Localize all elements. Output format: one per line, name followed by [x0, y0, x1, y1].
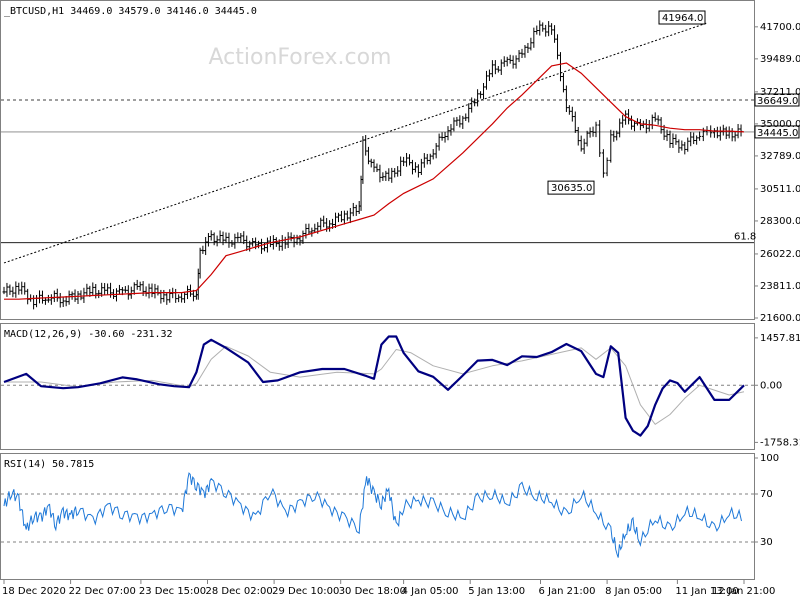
y-tick-label: -1758.31 [760, 437, 800, 448]
annotation-box [547, 180, 595, 195]
x-tick-label: 30 Dec 18:00 [339, 586, 406, 597]
y-tick-label: 30511.0 [760, 184, 800, 195]
macd-panel [0, 323, 755, 450]
moving-average-line [4, 62, 745, 300]
rsi-panel [0, 453, 755, 580]
y-tick-label: 26022.0 [760, 249, 800, 260]
x-tick-label: 8 Jan 05:00 [605, 586, 662, 597]
fib-label: 61.8 [734, 232, 756, 243]
y-tick-label: 32789.0 [760, 151, 800, 162]
x-tick-label: 11 Jan 13:00 [675, 586, 738, 597]
y-tick-label: 23811.0 [760, 281, 800, 292]
rsi-layer: 100 70 30 [1, 453, 779, 558]
y-tick-label: 37211.0 [760, 87, 800, 98]
price-panel [0, 0, 755, 320]
annotation-box [658, 10, 706, 25]
y-tick-label: 1457.81 [760, 333, 800, 344]
price-label-box [754, 93, 800, 107]
macd-series-signal [4, 345, 745, 425]
x-tick-label: 23 Dec 15:00 [139, 586, 206, 597]
annotation-label: 30635.0 [551, 183, 592, 194]
price-label: 36649.0 [757, 96, 798, 107]
y-tick-label: 0.00 [760, 380, 782, 391]
price-label-box [754, 125, 800, 139]
x-tick-label: 12 Jan 21:00 [712, 586, 775, 597]
x-tick-label: 5 Jan 13:00 [468, 586, 525, 597]
x-tick-label: 18 Dec 2020 [2, 586, 66, 597]
y-tick-label: 30 [760, 537, 773, 548]
x-tick-label: 4 Jan 05:00 [402, 586, 459, 597]
y-tick-label: 70 [760, 489, 773, 500]
annotation-label: 41964.0 [662, 13, 703, 24]
price-layer: 36649.0 34445.0 61.8 41700.0 39489.0 37211.0 3… [1, 10, 800, 324]
y-tick-label: 21600.0 [760, 313, 800, 324]
rsi-line [3, 472, 742, 558]
x-tick-label: 22 Dec 07:00 [69, 586, 136, 597]
x-tick-label: 29 Dec 10:00 [272, 586, 339, 597]
macd-layer: 1457.81 0.00 -1758.31 [1, 333, 800, 448]
macd-title: MACD(12,26,9) -30.60 -231.32 [4, 329, 173, 340]
y-tick-label: 39489.0 [760, 54, 800, 65]
macd-series-macd [3, 335, 745, 437]
x-tick-label: 6 Jan 21:00 [539, 586, 596, 597]
rsi-title: RSI(14) 50.7815 [4, 459, 94, 470]
price-title: _BTCUSD,H1 34469.0 34579.0 34146.0 34445… [4, 6, 257, 17]
y-tick-label: 100 [760, 453, 779, 464]
y-tick-label: 41700.0 [760, 22, 800, 33]
y-tick-label: 35000.0 [760, 119, 800, 130]
y-tick-label: 28300.0 [760, 216, 800, 227]
x-axis: 18 Dec 2020 22 Dec 07:00 23 Dec 15:00 28 De… [2, 580, 775, 597]
price-label: 34445.0 [757, 128, 798, 139]
x-tick-label: 28 Dec 02:00 [206, 586, 273, 597]
watermark: ActionForex.com [209, 45, 392, 70]
